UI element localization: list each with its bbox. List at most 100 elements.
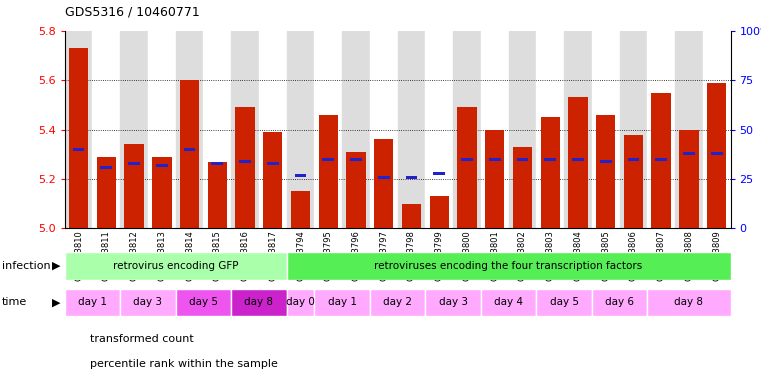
Bar — [596, 115, 616, 228]
Text: day 5: day 5 — [189, 297, 218, 308]
Bar — [176, 31, 203, 228]
Text: ▶: ▶ — [52, 297, 60, 307]
Bar — [489, 158, 501, 161]
Bar — [287, 252, 731, 280]
Bar — [648, 289, 731, 316]
Bar — [397, 31, 425, 228]
Bar — [707, 83, 727, 228]
Bar — [481, 289, 537, 316]
Bar — [314, 31, 342, 228]
Bar — [600, 160, 612, 163]
Bar — [239, 160, 251, 163]
Bar — [263, 132, 282, 228]
Text: percentile rank within the sample: percentile rank within the sample — [90, 359, 278, 369]
Bar — [624, 134, 643, 228]
Bar — [592, 289, 648, 316]
Bar — [619, 31, 648, 228]
Text: day 5: day 5 — [549, 297, 578, 308]
Bar — [291, 191, 310, 228]
Bar — [92, 31, 120, 228]
Bar — [156, 164, 167, 167]
Bar — [120, 31, 148, 228]
Bar — [680, 129, 699, 228]
Bar — [425, 31, 453, 228]
Bar — [572, 158, 584, 161]
Bar — [434, 172, 445, 175]
Bar — [537, 289, 592, 316]
Bar — [128, 162, 140, 165]
Bar — [124, 144, 144, 228]
Bar — [628, 158, 639, 161]
Bar — [100, 166, 112, 169]
Bar — [65, 31, 92, 228]
Bar — [259, 31, 287, 228]
Bar — [97, 157, 116, 228]
Bar — [180, 80, 199, 228]
Bar — [374, 139, 393, 228]
Text: GDS5316 / 10460771: GDS5316 / 10460771 — [65, 6, 199, 19]
Bar — [537, 31, 564, 228]
Text: day 8: day 8 — [674, 297, 703, 308]
Bar — [350, 158, 361, 161]
Bar — [208, 162, 227, 228]
Text: transformed count: transformed count — [90, 334, 193, 344]
Bar — [378, 175, 390, 179]
Bar — [485, 129, 505, 228]
Bar — [540, 117, 560, 228]
Text: day 4: day 4 — [494, 297, 523, 308]
Bar — [508, 31, 537, 228]
Bar — [65, 252, 287, 280]
Bar — [235, 108, 255, 228]
Text: day 3: day 3 — [133, 297, 162, 308]
Bar — [425, 289, 481, 316]
Bar — [212, 162, 223, 165]
Text: day 6: day 6 — [605, 297, 634, 308]
Bar — [370, 31, 397, 228]
Bar — [346, 152, 366, 228]
Bar — [231, 289, 287, 316]
Bar — [564, 31, 592, 228]
Text: ▶: ▶ — [52, 261, 60, 271]
Bar — [295, 174, 307, 177]
Bar — [68, 48, 88, 228]
Bar — [314, 289, 370, 316]
Bar — [683, 152, 695, 155]
Bar — [183, 148, 196, 151]
Text: day 1: day 1 — [328, 297, 357, 308]
Bar — [287, 31, 314, 228]
Bar — [544, 158, 556, 161]
Bar — [429, 196, 449, 228]
Bar — [457, 108, 476, 228]
Bar — [323, 158, 334, 161]
Text: retrovirus encoding GFP: retrovirus encoding GFP — [113, 261, 238, 271]
Text: time: time — [2, 297, 27, 307]
Bar — [648, 31, 675, 228]
Bar — [703, 31, 731, 228]
Bar — [651, 93, 671, 228]
Bar — [152, 157, 171, 228]
Text: day 1: day 1 — [78, 297, 107, 308]
Text: day 8: day 8 — [244, 297, 273, 308]
Bar — [370, 289, 425, 316]
Bar — [148, 31, 176, 228]
Text: day 3: day 3 — [438, 297, 467, 308]
Bar — [342, 31, 370, 228]
Bar — [120, 289, 176, 316]
Text: retroviruses encoding the four transcription factors: retroviruses encoding the four transcrip… — [374, 261, 643, 271]
Bar — [176, 289, 231, 316]
Bar — [287, 289, 314, 316]
Bar — [231, 31, 259, 228]
Bar — [655, 158, 667, 161]
Text: day 2: day 2 — [383, 297, 412, 308]
Bar — [453, 31, 481, 228]
Bar — [65, 289, 120, 316]
Bar — [711, 152, 722, 155]
Bar — [267, 162, 279, 165]
Bar — [461, 158, 473, 161]
Bar — [675, 31, 703, 228]
Text: infection: infection — [2, 261, 50, 271]
Bar — [513, 147, 532, 228]
Bar — [203, 31, 231, 228]
Bar — [517, 158, 528, 161]
Bar — [481, 31, 508, 228]
